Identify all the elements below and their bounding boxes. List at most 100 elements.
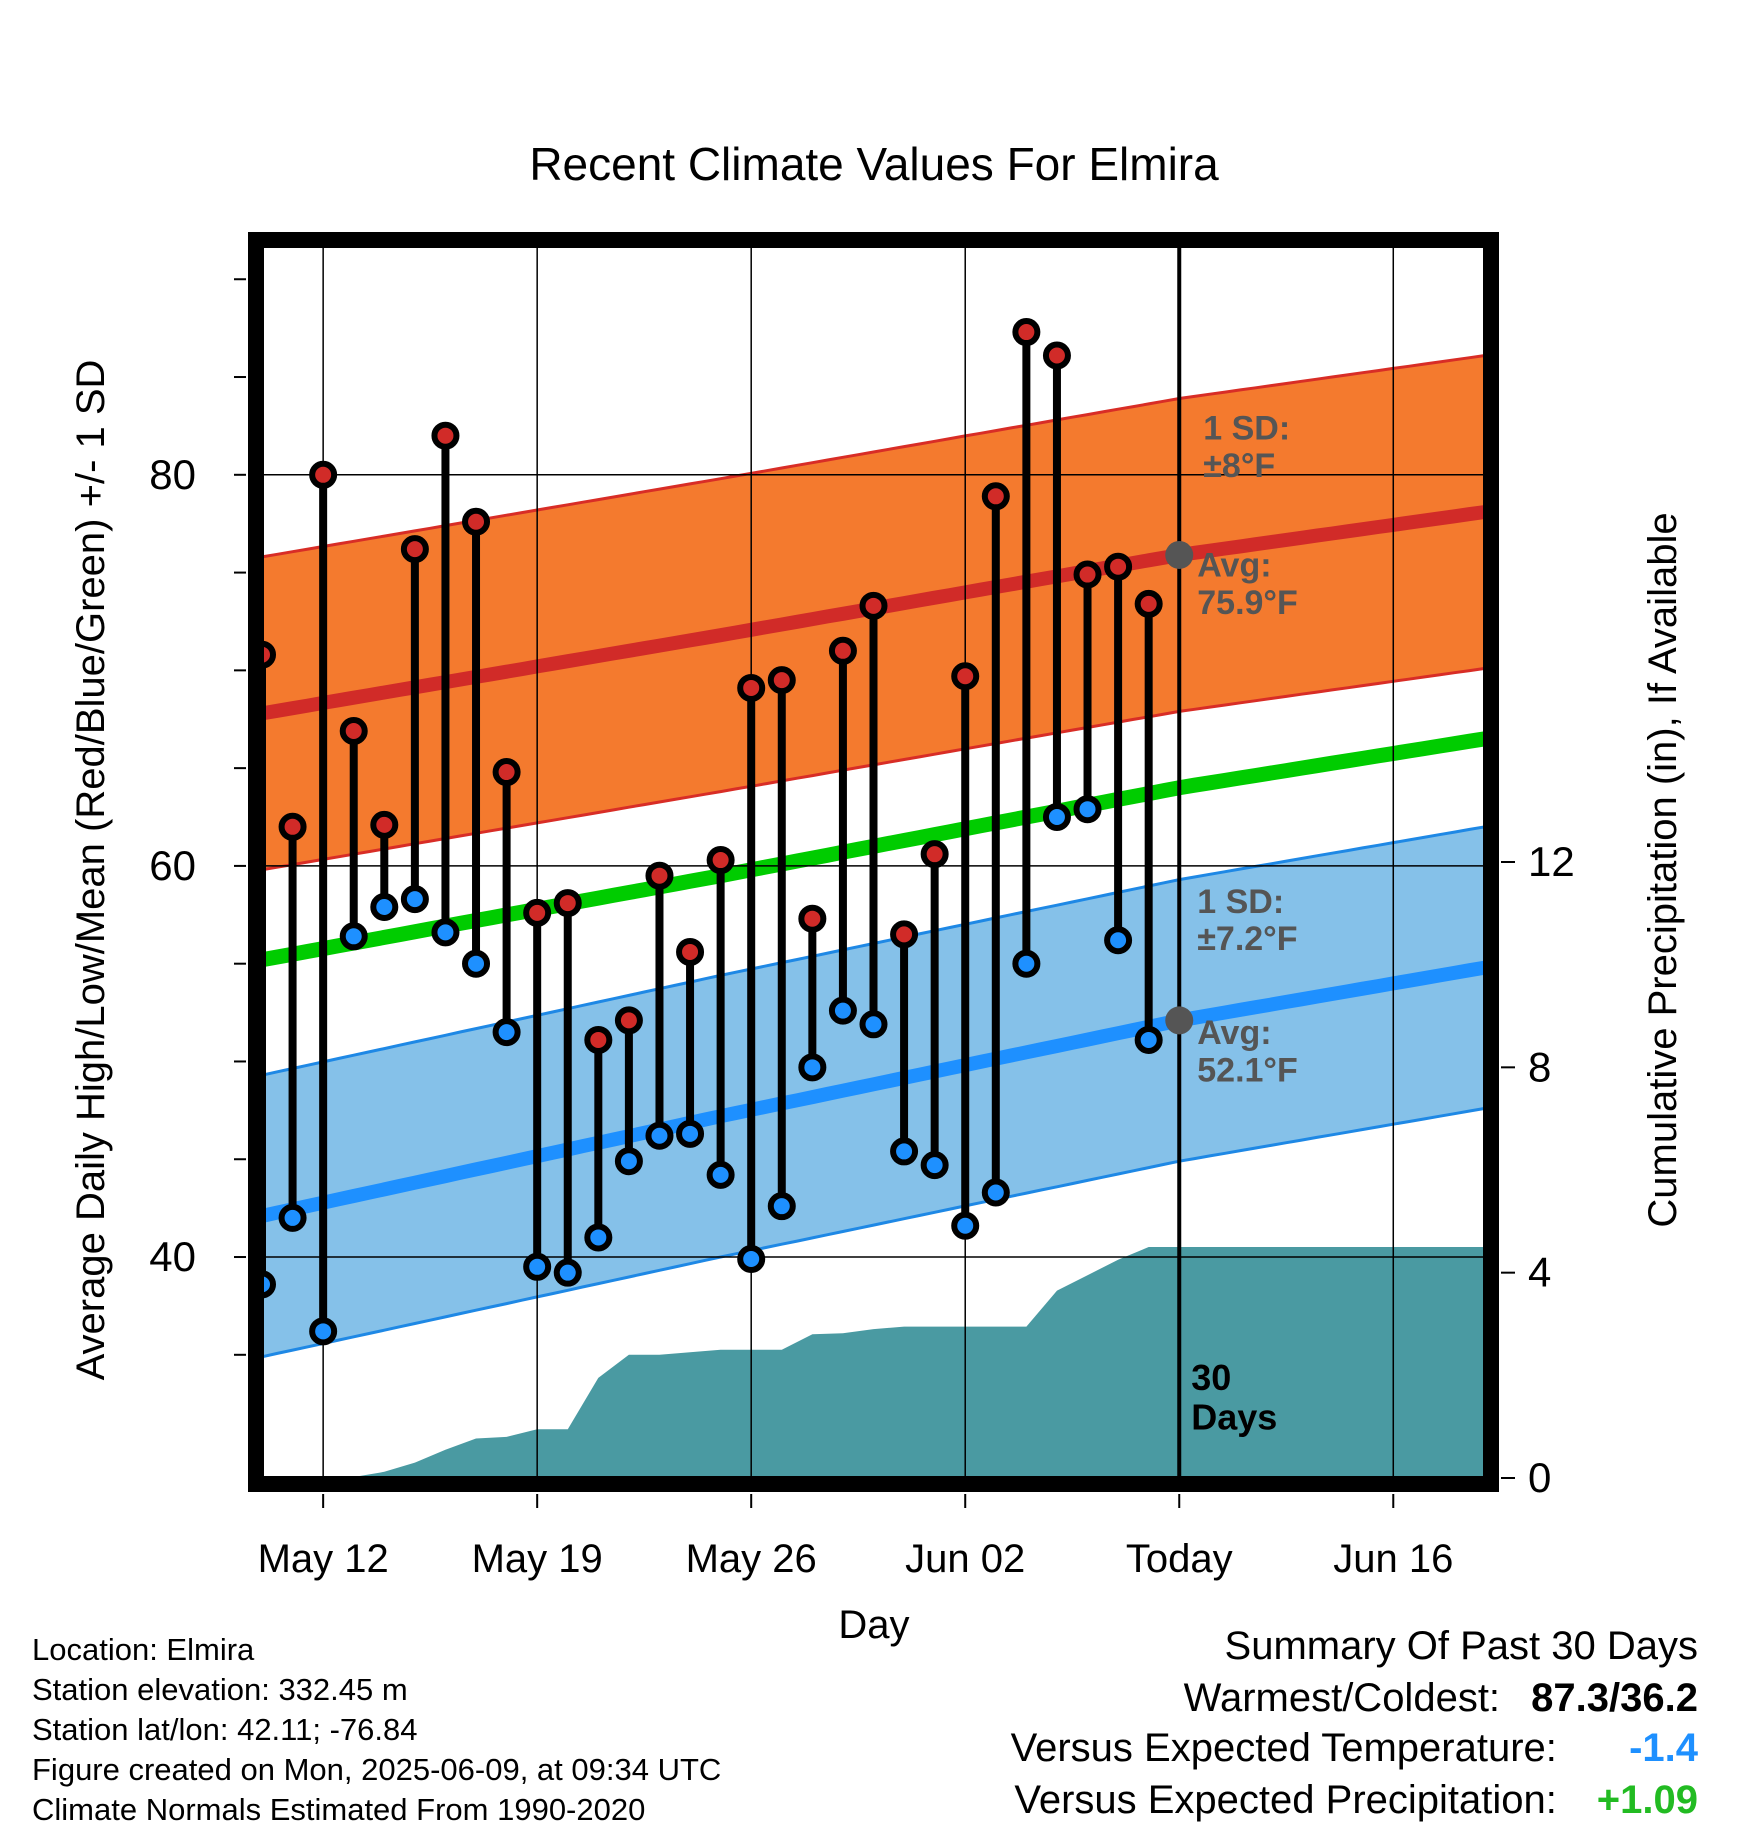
x-tick-label: Jun 16	[1333, 1537, 1453, 1581]
daily-low-point	[584, 1223, 613, 1252]
daily-high-point	[553, 889, 582, 918]
daily-low-point	[798, 1053, 827, 1082]
daily-high-point	[431, 421, 460, 450]
daily-high-point	[1104, 552, 1133, 581]
daily-high-point	[828, 636, 857, 665]
daily-low-point	[859, 1010, 888, 1039]
y2-tick-label: 8	[1528, 1043, 1551, 1090]
daily-high-point	[1073, 560, 1102, 589]
daily-high-point	[614, 1006, 643, 1035]
x-axis-label: Day	[838, 1603, 909, 1647]
daily-low-point	[523, 1252, 552, 1281]
daily-high-point	[339, 716, 368, 745]
daily-low-point	[706, 1160, 735, 1189]
daily-low-point	[370, 892, 399, 921]
location-text: Location: Elmira	[32, 1632, 255, 1667]
daily-high-point	[1134, 589, 1163, 618]
low-sd-annotation: 1 SD: ±7.2°F	[1197, 883, 1297, 958]
chart-title: Recent Climate Values For Elmira	[529, 138, 1219, 190]
daily-low-point	[981, 1178, 1010, 1207]
summary-temperature: Versus Expected Temperature: -1.4	[1011, 1728, 1698, 1768]
daily-high-point	[309, 460, 338, 489]
latlon-text: Station lat/lon: 42.11; -76.84	[32, 1712, 418, 1747]
daily-high-point	[706, 846, 735, 875]
daily-low-point	[431, 918, 460, 947]
daily-low-point	[920, 1151, 949, 1180]
warm-cold-value: 87.3/36.2	[1531, 1676, 1698, 1720]
daily-low-point	[309, 1317, 338, 1346]
y2-axis-label: Cumulative Precipitation (in), If Availa…	[1641, 512, 1685, 1227]
daily-high-point	[584, 1025, 613, 1054]
y-tick-label: 80	[149, 451, 196, 498]
today-low-avg-marker	[1165, 1006, 1194, 1035]
daily-low-point	[767, 1192, 796, 1221]
daily-high-point	[645, 861, 674, 890]
plot-frame	[248, 232, 1499, 1492]
normals-text: Climate Normals Estimated From 1990-2020	[32, 1792, 646, 1827]
daily-high-point	[676, 937, 705, 966]
daily-low-point	[890, 1137, 919, 1166]
high-avg-annotation: Avg: 75.9°F	[1197, 546, 1298, 621]
daily-high-point	[370, 810, 399, 839]
x-tick-label: May 19	[472, 1537, 603, 1581]
daily-low-point	[737, 1244, 766, 1273]
y2-tick-label: 4	[1528, 1249, 1551, 1296]
daily-low-point	[1134, 1025, 1163, 1054]
daily-low-point	[1012, 949, 1041, 978]
elevation-text: Station elevation: 332.45 m	[32, 1672, 408, 1707]
normal-low-avg-line	[260, 960, 1487, 1223]
daily-low-point	[400, 885, 429, 914]
daily-high-point	[890, 920, 919, 949]
low-avg-annotation: Avg: 52.1°F	[1197, 1014, 1298, 1089]
y2-tick-label: 12	[1528, 838, 1575, 885]
daily-high-point	[951, 662, 980, 691]
warm-cold-label: Warmest/Coldest:	[1183, 1676, 1501, 1720]
daily-high-point	[1012, 318, 1041, 347]
daily-low-point	[1073, 795, 1102, 824]
normal-low-lower-edge	[261, 1106, 1486, 1359]
x-tick-label: May 26	[686, 1537, 817, 1581]
today-days-label: 30 Days	[1191, 1357, 1277, 1438]
daily-low-point	[951, 1211, 980, 1240]
daily-low-point	[828, 996, 857, 1025]
temp-label: Versus Expected Temperature:	[1010, 1726, 1557, 1770]
daily-high-point	[920, 840, 949, 869]
daily-low-point	[278, 1203, 307, 1232]
daily-high-point	[462, 507, 491, 536]
daily-low-point	[492, 1018, 521, 1047]
daily-high-point	[981, 482, 1010, 511]
daily-high-point	[523, 898, 552, 927]
y-axis-label: Average Daily High/Low/Mean (Red/Blue/Gr…	[69, 360, 113, 1381]
daily-high-point	[737, 673, 766, 702]
daily-low-point	[462, 949, 491, 978]
created-text: Figure created on Mon, 2025-06-09, at 09…	[32, 1752, 722, 1787]
high-sd-annotation: 1 SD: ±8°F	[1203, 410, 1290, 485]
precip-value: +1.09	[1596, 1778, 1698, 1822]
today-high-avg-marker	[1165, 540, 1194, 569]
daily-low-point	[339, 922, 368, 951]
daily-low-point	[1104, 926, 1133, 955]
daily-low-point	[614, 1147, 643, 1176]
daily-low-point	[553, 1258, 582, 1287]
daily-high-point	[798, 904, 827, 933]
precip-label: Versus Expected Precipitation:	[1014, 1778, 1557, 1822]
daily-low-point	[1042, 803, 1071, 832]
x-tick-label: Today	[1126, 1537, 1233, 1581]
x-tick-label: May 12	[258, 1537, 389, 1581]
daily-high-point	[400, 535, 429, 564]
x-tick-label: Jun 02	[905, 1537, 1025, 1581]
y-tick-label: 40	[149, 1233, 196, 1280]
summary-precipitation: Versus Expected Precipitation: +1.09	[1014, 1780, 1698, 1820]
daily-high-point	[278, 812, 307, 841]
summary-heading: Summary Of Past 30 Days	[1224, 1624, 1698, 1668]
daily-high-point	[1042, 341, 1071, 370]
daily-high-point	[859, 591, 888, 620]
temp-value: -1.4	[1629, 1726, 1698, 1770]
y2-tick-label: 0	[1528, 1454, 1551, 1501]
daily-high-point	[492, 758, 521, 787]
y-tick-label: 60	[149, 842, 196, 889]
summary-warm-cold: Warmest/Coldest: 87.3/36.2	[1184, 1678, 1698, 1718]
daily-high-point	[767, 666, 796, 695]
daily-low-point	[645, 1121, 674, 1150]
